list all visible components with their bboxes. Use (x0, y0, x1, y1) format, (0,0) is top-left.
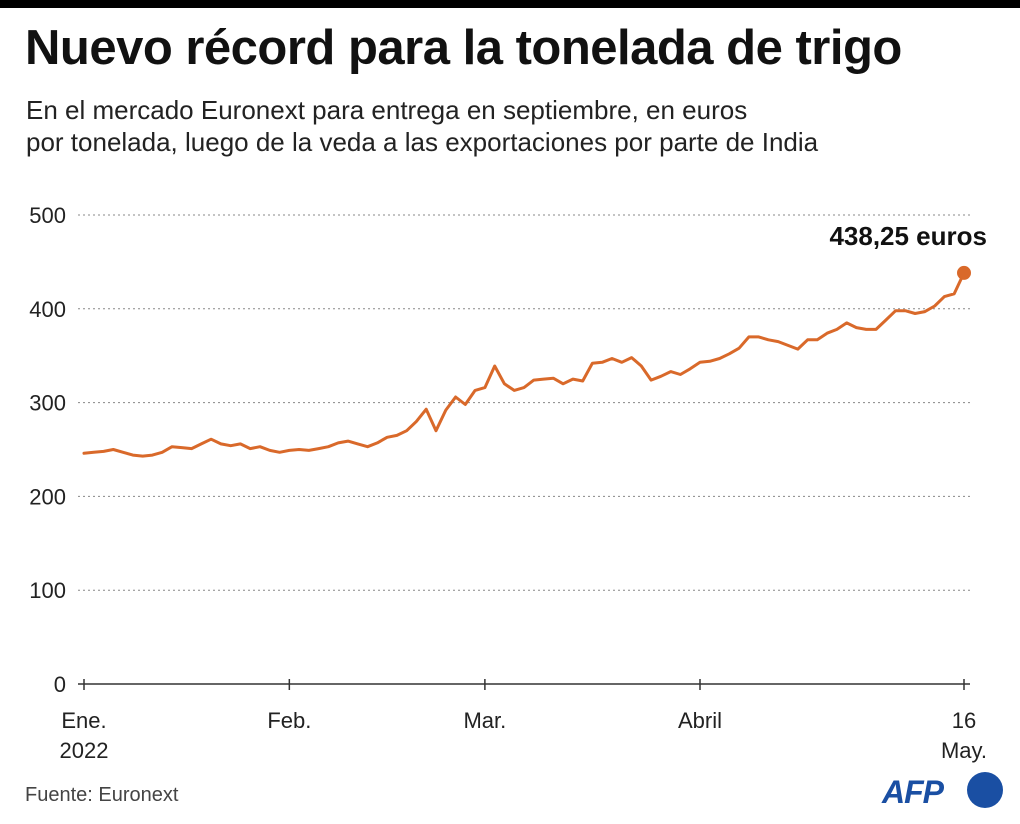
x-tick-label-3: Abril (678, 708, 722, 733)
x-tick-sublabel-4: May. (941, 738, 987, 763)
y-tick-label-500: 500 (29, 203, 66, 228)
x-tick-label-2: Mar. (463, 708, 506, 733)
series-line-trigo (82, 271, 966, 458)
afp-logo: AFP (882, 770, 1003, 812)
y-tick-label-300: 300 (29, 391, 66, 416)
x-tick-label-4: 16 (952, 708, 976, 733)
chart-subtitle: En el mercado Euronext para entrega en s… (26, 94, 986, 158)
subtitle-line-2: por tonelada, luego de la veda a las exp… (26, 127, 819, 157)
y-tick-label-100: 100 (29, 578, 66, 603)
last-value-annotation: 438,25 euros (829, 221, 987, 251)
y-tick-label-200: 200 (29, 484, 66, 509)
afp-logo-circle-icon (967, 772, 1003, 808)
source-note: Fuente: Euronext (25, 784, 179, 806)
x-tick-label-0: Ene. (61, 708, 106, 733)
chart-title: Nuevo récord para la tonelada de trigo (25, 21, 902, 75)
last-point-marker (957, 265, 971, 280)
top-bar (0, 0, 1020, 8)
x-tick-sublabel-0: 2022 (60, 738, 109, 763)
y-tick-label-400: 400 (29, 297, 66, 322)
x-tick-label-1: Feb. (267, 708, 311, 733)
y-tick-label-0: 0 (54, 672, 66, 697)
subtitle-line-1: En el mercado Euronext para entrega en s… (26, 95, 748, 125)
afp-logo-text: AFP (882, 774, 944, 810)
line-chart: 0 100 200 300 400 500 Ene. 2022 Feb. Mar. Abril 16 M… (29, 203, 987, 763)
